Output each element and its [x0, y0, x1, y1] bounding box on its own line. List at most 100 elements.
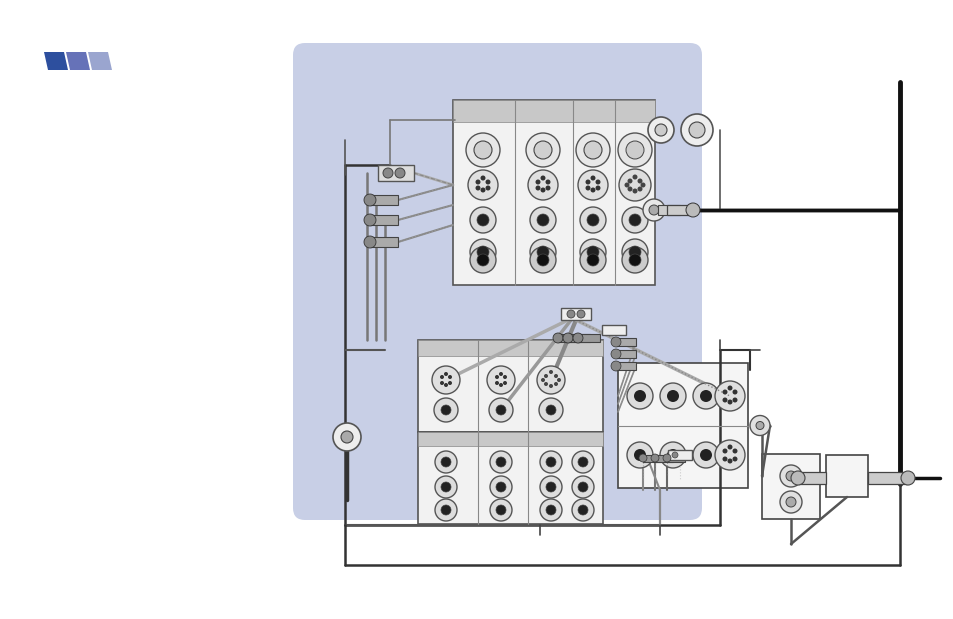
Circle shape	[545, 457, 556, 467]
Circle shape	[647, 117, 673, 143]
Bar	[616, 362, 636, 370]
Circle shape	[586, 254, 598, 266]
Polygon shape	[88, 52, 112, 70]
Circle shape	[785, 497, 795, 507]
Bar	[370, 237, 397, 247]
Circle shape	[490, 451, 512, 473]
Circle shape	[537, 254, 548, 266]
Bar	[642, 455, 660, 462]
Circle shape	[485, 186, 490, 191]
Circle shape	[496, 457, 505, 467]
Circle shape	[621, 247, 647, 273]
Circle shape	[579, 239, 605, 265]
Circle shape	[610, 337, 620, 347]
Polygon shape	[44, 52, 68, 70]
Circle shape	[432, 366, 459, 394]
Circle shape	[476, 214, 489, 226]
Circle shape	[626, 383, 652, 409]
Circle shape	[692, 442, 719, 468]
Circle shape	[780, 491, 801, 513]
Circle shape	[562, 333, 573, 343]
Bar	[560, 308, 590, 320]
Circle shape	[732, 456, 737, 462]
Circle shape	[578, 457, 587, 467]
Circle shape	[595, 186, 599, 191]
Circle shape	[537, 246, 548, 258]
Bar	[761, 454, 820, 519]
Circle shape	[439, 375, 443, 379]
Circle shape	[475, 186, 480, 191]
Bar	[616, 350, 636, 358]
Circle shape	[688, 122, 704, 138]
Circle shape	[502, 375, 506, 379]
Circle shape	[628, 246, 640, 258]
Circle shape	[650, 454, 659, 462]
Circle shape	[498, 372, 502, 376]
Circle shape	[530, 207, 556, 233]
Circle shape	[637, 186, 641, 191]
Circle shape	[495, 375, 498, 379]
Circle shape	[496, 405, 505, 415]
Circle shape	[727, 399, 732, 404]
Circle shape	[530, 247, 556, 273]
Circle shape	[440, 457, 451, 467]
Bar	[558, 334, 579, 342]
Circle shape	[470, 239, 496, 265]
Circle shape	[474, 141, 492, 159]
Bar	[417, 340, 602, 356]
Circle shape	[465, 133, 499, 167]
Bar	[666, 205, 692, 215]
Circle shape	[666, 449, 679, 461]
Circle shape	[440, 482, 451, 492]
Circle shape	[470, 247, 496, 273]
Circle shape	[618, 133, 651, 167]
Circle shape	[634, 390, 645, 402]
Circle shape	[382, 168, 393, 178]
Circle shape	[655, 124, 666, 136]
Bar	[453, 100, 655, 285]
Circle shape	[475, 180, 480, 184]
Circle shape	[539, 476, 561, 498]
Circle shape	[545, 405, 556, 415]
Circle shape	[659, 383, 685, 409]
Circle shape	[627, 178, 632, 183]
Circle shape	[443, 383, 448, 387]
Circle shape	[545, 505, 556, 515]
Circle shape	[548, 370, 553, 374]
Circle shape	[435, 476, 456, 498]
Circle shape	[498, 383, 502, 387]
Circle shape	[545, 180, 550, 184]
Circle shape	[790, 471, 804, 485]
Circle shape	[486, 366, 515, 394]
Circle shape	[576, 133, 609, 167]
Circle shape	[490, 499, 512, 521]
Circle shape	[543, 374, 547, 378]
Circle shape	[618, 169, 650, 201]
Circle shape	[714, 440, 744, 470]
Circle shape	[727, 386, 732, 391]
Circle shape	[540, 176, 545, 181]
Circle shape	[448, 375, 452, 379]
Circle shape	[625, 141, 643, 159]
Circle shape	[489, 398, 513, 422]
Circle shape	[685, 203, 700, 217]
Circle shape	[648, 205, 659, 215]
Circle shape	[476, 254, 489, 266]
Circle shape	[496, 482, 505, 492]
Circle shape	[714, 381, 744, 411]
Circle shape	[539, 451, 561, 473]
Circle shape	[732, 397, 737, 402]
Circle shape	[579, 247, 605, 273]
Circle shape	[721, 389, 727, 394]
Circle shape	[439, 381, 443, 385]
Circle shape	[662, 454, 670, 462]
Bar	[370, 195, 397, 205]
Circle shape	[502, 381, 506, 385]
Circle shape	[537, 366, 564, 394]
Circle shape	[468, 170, 497, 200]
Circle shape	[530, 239, 556, 265]
Circle shape	[578, 505, 587, 515]
Bar	[666, 455, 684, 462]
Circle shape	[621, 207, 647, 233]
Bar	[667, 450, 691, 460]
